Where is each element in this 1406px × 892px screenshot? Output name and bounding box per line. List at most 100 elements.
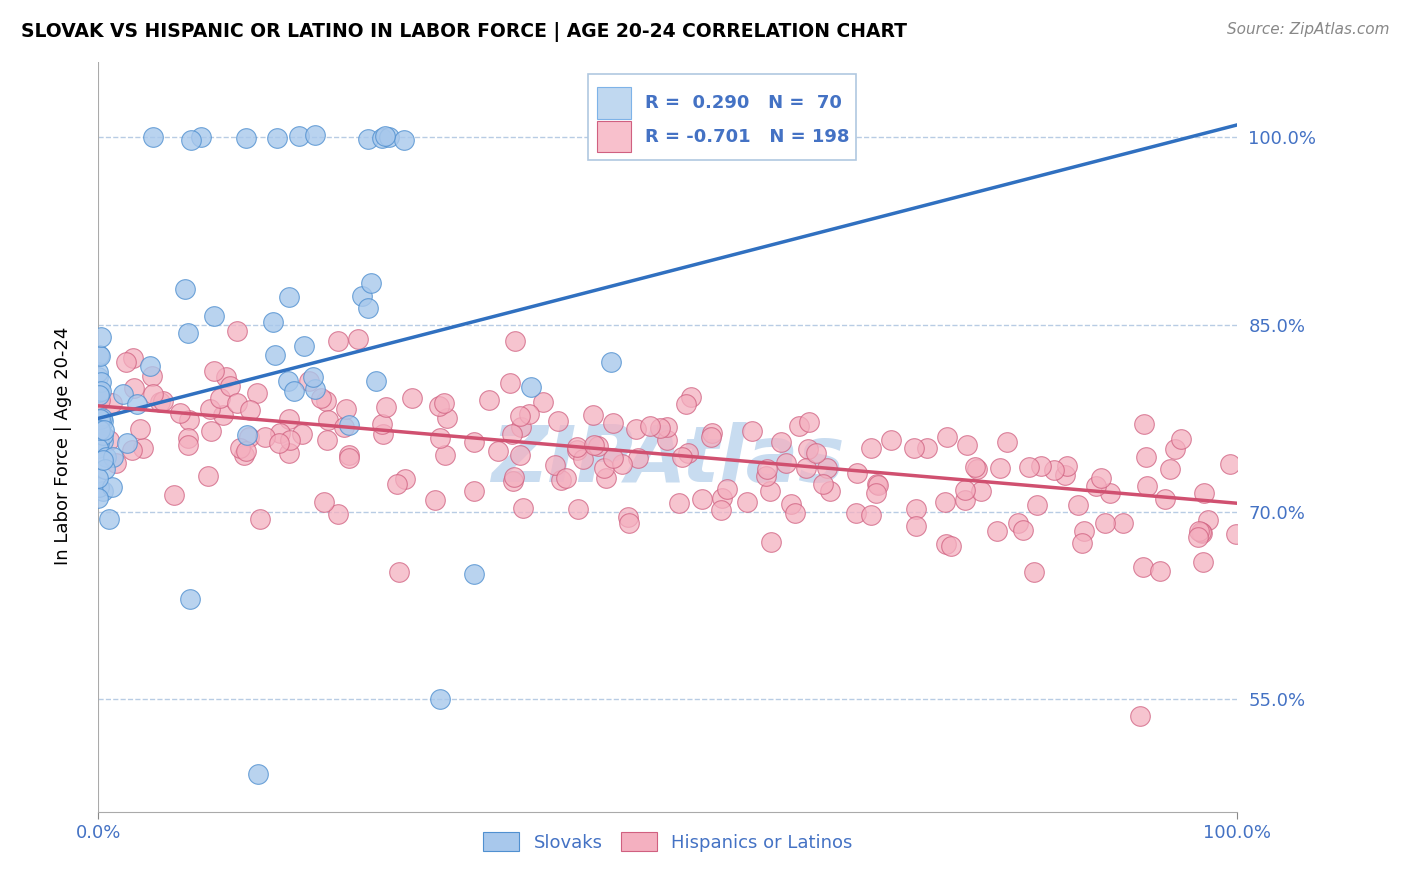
Point (1189, 525, 1212, 540)
Point (710, 502, 733, 516)
Point (582, 409, 605, 423)
Point (531, 395, 554, 409)
Point (1132, 560, 1154, 574)
Point (128, 422, 150, 436)
Point (177, 438, 200, 452)
Point (87, 365, 110, 379)
Point (735, 495, 758, 509)
Point (463, 567, 485, 582)
Point (278, 433, 301, 447)
Point (142, 387, 165, 401)
Point (671, 450, 693, 464)
Point (94, 461, 117, 475)
Point (316, 433, 339, 447)
Point (294, 339, 316, 353)
Point (339, 448, 361, 462)
Point (277, 446, 299, 460)
Text: R = -0.701   N = 198: R = -0.701 N = 198 (645, 128, 849, 145)
Point (1225, 527, 1247, 541)
Point (277, 412, 299, 426)
Point (1188, 524, 1211, 538)
Point (1012, 523, 1035, 537)
Point (209, 391, 232, 405)
Point (89, 349, 111, 363)
Point (595, 471, 617, 485)
Point (626, 421, 648, 435)
Point (132, 441, 155, 455)
Point (567, 440, 589, 454)
Point (332, 420, 354, 434)
Point (115, 435, 138, 450)
Point (602, 416, 624, 430)
Point (91, 452, 114, 467)
Point (202, 364, 225, 378)
Point (1192, 486, 1215, 500)
Point (316, 413, 339, 427)
Point (90, 330, 112, 344)
Point (200, 424, 222, 438)
Point (995, 434, 1018, 449)
Point (567, 501, 589, 516)
Point (436, 411, 458, 425)
Point (371, 417, 394, 431)
Point (263, 348, 285, 362)
Point (91, 427, 114, 442)
Point (232, 448, 254, 462)
Point (262, 315, 284, 329)
Point (142, 129, 165, 144)
Point (617, 510, 640, 524)
Point (91, 414, 114, 428)
Point (463, 435, 485, 450)
Point (394, 473, 416, 487)
Point (779, 497, 801, 511)
Point (235, 131, 257, 145)
Point (433, 396, 456, 410)
Point (1007, 516, 1029, 530)
Point (392, 133, 415, 147)
Point (215, 369, 238, 384)
Point (267, 435, 290, 450)
Point (169, 406, 191, 420)
Point (112, 386, 135, 401)
Point (935, 536, 957, 550)
Point (755, 469, 778, 483)
Point (700, 425, 723, 440)
Point (796, 460, 818, 475)
Point (509, 448, 531, 462)
Point (638, 419, 661, 434)
Point (675, 397, 697, 411)
Point (122, 381, 145, 395)
Point (246, 386, 269, 401)
Point (610, 457, 633, 471)
Point (269, 426, 291, 441)
Point (1149, 564, 1171, 578)
FancyBboxPatch shape (588, 74, 856, 160)
Point (681, 390, 703, 404)
Point (565, 443, 588, 458)
Text: R =  0.290   N =  70: R = 0.290 N = 70 (645, 94, 842, 112)
Point (769, 435, 792, 450)
Point (1163, 442, 1185, 456)
Point (965, 460, 987, 475)
Point (314, 494, 336, 508)
Point (141, 369, 163, 384)
Point (97, 434, 120, 448)
Point (617, 516, 640, 530)
Point (966, 462, 988, 476)
Point (1090, 471, 1112, 485)
Bar (598, 87, 631, 119)
Point (845, 507, 868, 521)
Point (104, 456, 127, 470)
Point (152, 394, 174, 409)
Point (1084, 478, 1107, 492)
Point (956, 438, 979, 452)
Point (1159, 462, 1181, 476)
Point (1197, 513, 1219, 527)
Point (427, 399, 450, 413)
Point (91, 434, 114, 449)
Point (174, 282, 197, 296)
Point (550, 473, 572, 487)
Point (1170, 432, 1192, 446)
Point (797, 442, 820, 456)
Point (648, 421, 671, 435)
